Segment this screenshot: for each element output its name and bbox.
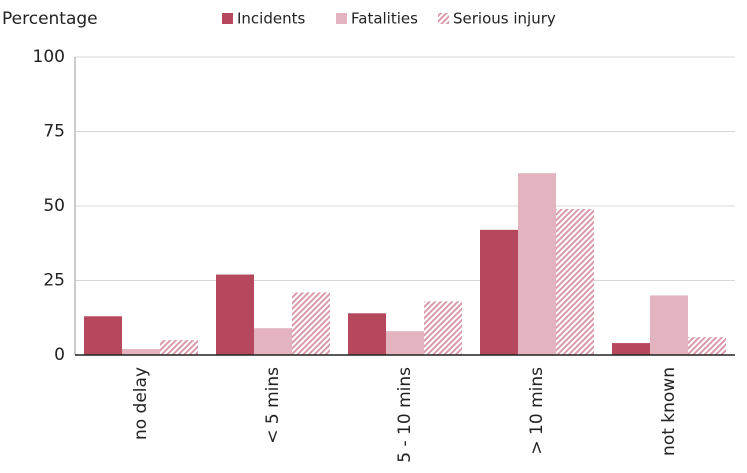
bar [612,343,650,355]
bar [254,328,292,355]
bar [292,292,330,355]
bar [386,331,424,355]
legend-label: Serious injury [453,10,556,28]
legend-label: Incidents [237,10,305,28]
bar [518,173,556,355]
x-tick-label: 5 - 10 mins [395,367,415,463]
x-tick-label: not known [659,367,679,456]
y-tick-label: 25 [43,271,65,291]
bar [348,313,386,355]
bar [688,337,726,355]
legend-swatch [336,13,347,24]
x-tick-label: < 5 mins [263,367,283,444]
x-tick-label: no delay [131,367,151,440]
legend-swatch [438,13,449,24]
y-tick-label: 75 [43,122,65,142]
y-tick-label: 100 [33,47,65,67]
bar [424,301,462,355]
bar [480,229,518,355]
bar [216,274,254,355]
x-tick-label: > 10 mins [527,367,547,455]
legend-swatch [222,13,233,24]
y-tick-label: 50 [43,196,65,216]
bar [84,316,122,355]
bar [160,340,198,355]
bar [556,208,594,355]
bar [650,295,688,355]
legend-label: Fatalities [351,10,418,28]
y-axis-label: Percentage [2,9,98,29]
y-tick-label: 0 [54,345,65,365]
bar [122,349,160,355]
